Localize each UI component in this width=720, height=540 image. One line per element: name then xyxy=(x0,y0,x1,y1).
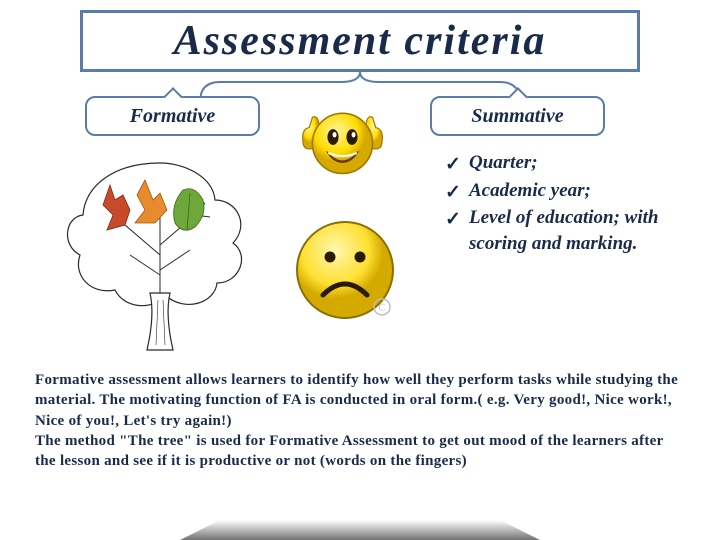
check-icon: ✓ xyxy=(445,152,461,178)
page-title: Assessment criteria xyxy=(174,17,547,65)
list-item-text: Academic year; xyxy=(469,180,591,201)
tag-formative-label: Formative xyxy=(130,105,216,128)
list-item-text: Level of education; with scoring and mar… xyxy=(469,207,658,254)
tree-image xyxy=(55,155,265,355)
paragraph-2: The method "The tree" is used for Format… xyxy=(35,431,685,472)
smiley-sad-icon: C xyxy=(290,215,400,325)
list-item: ✓ Level of education; with scoring and m… xyxy=(445,205,685,256)
smiley-happy-icon xyxy=(295,105,390,185)
body-paragraph: Formative assessment allows learners to … xyxy=(35,370,685,471)
copyright-mark: C xyxy=(379,303,386,314)
tag-summative-label: Summative xyxy=(471,105,563,128)
list-item-text: Quarter; xyxy=(469,152,538,173)
list-item: ✓ Academic year; xyxy=(445,178,685,204)
tag-formative: Formative xyxy=(85,96,260,136)
check-icon: ✓ xyxy=(445,207,461,233)
tag-summative: Summative xyxy=(430,96,605,136)
title-box: Assessment criteria xyxy=(80,10,640,72)
summative-list: ✓ Quarter; ✓ Academic year; ✓ Level of e… xyxy=(445,150,685,259)
paragraph-1: Formative assessment allows learners to … xyxy=(35,370,685,431)
list-item: ✓ Quarter; xyxy=(445,150,685,176)
check-icon: ✓ xyxy=(445,180,461,206)
bottom-shadow xyxy=(180,520,540,540)
